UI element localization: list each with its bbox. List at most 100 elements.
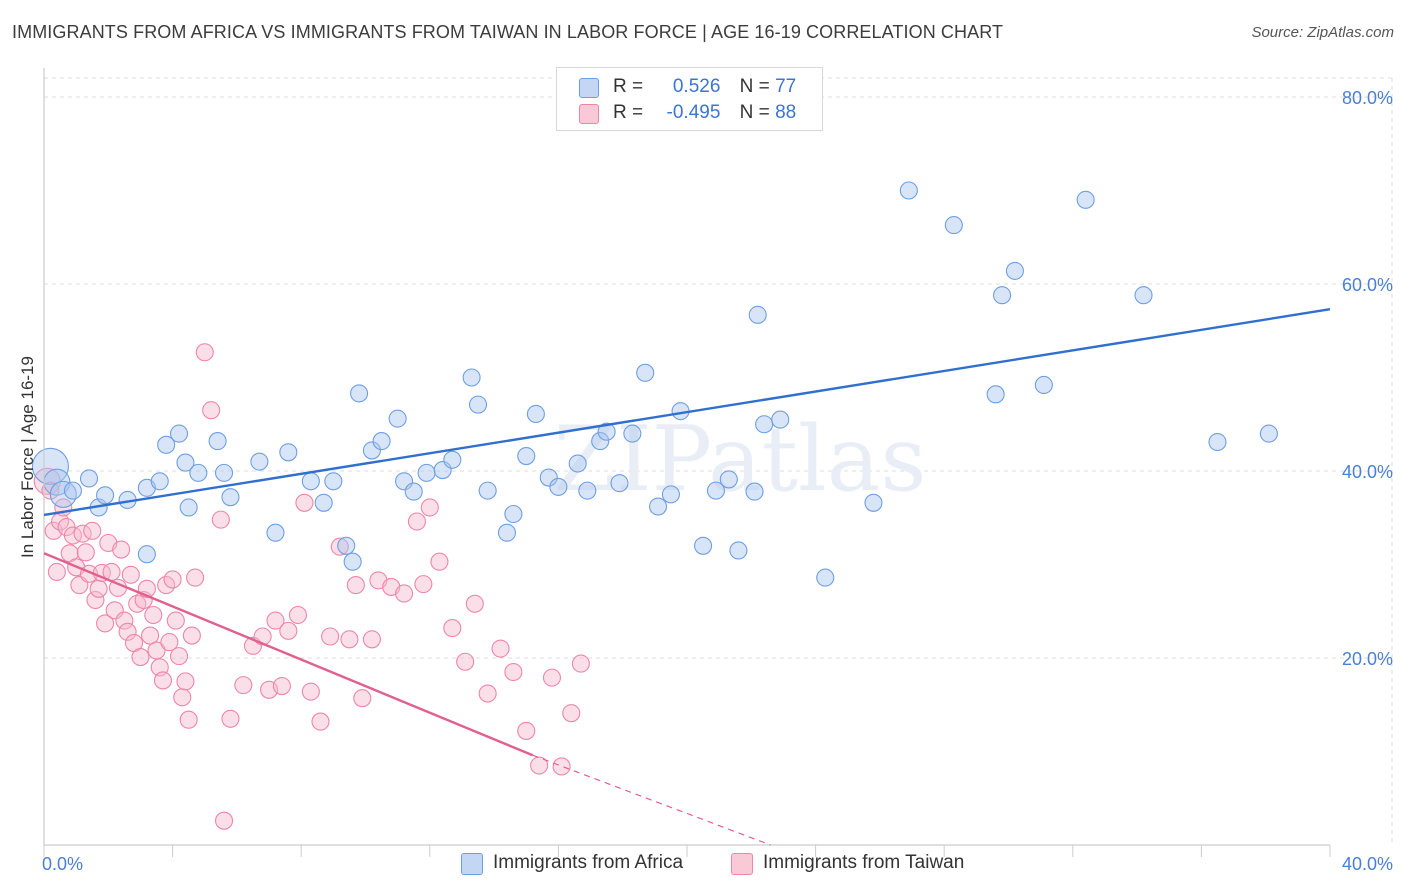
africa-point-25 [337,536,356,555]
africa-point-30 [388,409,407,428]
africa-point-46 [578,481,597,500]
taiwan-point-45 [182,626,201,645]
africa-point-64 [864,493,883,512]
taiwan-point-72 [414,575,433,594]
africa-point-60 [748,305,767,324]
taiwan-point-49 [211,510,230,529]
africa-point-0 [31,447,69,485]
series-taiwan-points [33,343,590,830]
correlation-legend: R = 0.526 N = 77 R = -0.495 N = 88 [556,67,823,131]
legend-swatch-africa [579,78,599,98]
africa-point-36 [462,368,481,387]
series-africa-points [31,181,1278,587]
bottom-legend-label-taiwan: Immigrants from Taiwan [763,852,965,873]
africa-point-56 [706,481,725,500]
trend-line-africa [43,308,1331,517]
taiwan-point-86 [571,654,590,673]
source-credit: Source: ZipAtlas.com [1251,24,1394,41]
axes [43,68,1331,857]
taiwan-point-70 [395,584,414,603]
taiwan-point-62 [321,627,340,646]
taiwan-point-83 [542,668,562,687]
legend-r-value: -0.495 [666,102,721,123]
africa-point-71 [1076,190,1095,209]
africa-point-73 [1208,432,1227,452]
taiwan-point-48 [202,401,221,420]
y-axis-label: In Labor Force | Age 16-19 [18,356,37,558]
taiwan-point-85 [562,704,581,723]
africa-point-3 [63,481,82,500]
taiwan-point-32 [141,626,160,645]
africa-point-16 [208,432,227,451]
africa-point-39 [497,523,517,542]
taiwan-point-50 [221,709,240,728]
africa-point-9 [137,545,156,564]
africa-point-74 [1259,424,1278,443]
africa-point-58 [729,541,748,560]
trend-line-taiwan [43,552,534,757]
africa-point-51 [636,363,655,382]
bottom-legend-label-africa: Immigrants from Africa [493,852,684,873]
africa-point-42 [526,404,545,424]
africa-point-26 [343,552,362,571]
africa-point-69 [1005,261,1024,280]
taiwan-point-38 [160,633,179,652]
africa-point-29 [372,432,391,451]
africa-point-70 [1034,375,1053,395]
taiwan-point-14 [83,521,102,540]
africa-point-6 [96,486,115,505]
africa-point-40 [504,504,523,524]
taiwan-point-79 [491,639,510,658]
taiwan-point-57 [279,621,298,640]
bottom-legend-swatch-taiwan [731,853,753,875]
taiwan-point-3 [47,562,66,582]
legend-r-label: R = [613,102,644,123]
taiwan-point-40 [166,611,185,630]
y-tick-label-1: 40.0% [1342,462,1393,482]
africa-point-27 [350,384,369,403]
taiwan-point-23 [112,540,131,559]
taiwan-point-15 [86,590,105,610]
taiwan-point-44 [179,710,198,729]
africa-point-49 [610,474,629,493]
taiwan-point-78 [478,684,497,703]
taiwan-point-33 [144,605,163,625]
africa-point-41 [517,446,536,466]
taiwan-point-36 [153,671,173,690]
x-tick-label-1: 40.0% [1342,854,1393,874]
bottom-legend-swatch-africa [461,853,483,875]
africa-point-62 [771,410,790,429]
africa-point-19 [250,452,269,471]
legend-r-label: R = [613,76,644,97]
taiwan-point-77 [465,594,484,613]
chart-title: IMMIGRANTS FROM AFRICA VS IMMIGRANTS FRO… [12,22,1004,42]
africa-point-68 [993,286,1012,305]
africa-point-4 [79,469,99,488]
taiwan-point-24 [115,611,134,630]
taiwan-point-12 [76,543,95,562]
africa-point-59 [745,482,764,501]
taiwan-point-60 [301,682,320,701]
africa-point-12 [169,424,189,443]
africa-point-37 [468,395,488,414]
trend-lines [43,308,1331,846]
taiwan-point-66 [353,689,372,708]
taiwan-point-81 [517,721,536,740]
y-tick-label-0: 20.0% [1342,649,1393,669]
africa-point-43 [539,468,558,487]
tick-labels: 20.0% 40.0% 60.0% 80.0% 0.0% 40.0% [42,88,1393,874]
africa-point-45 [568,454,587,473]
africa-point-63 [816,568,835,587]
y-tick-label-3: 80.0% [1342,88,1393,108]
taiwan-point-56 [272,676,291,696]
taiwan-point-47 [195,343,214,362]
africa-point-11 [157,435,176,454]
africa-point-20 [266,523,285,542]
taiwan-point-25 [118,622,137,641]
africa-point-48 [597,422,616,441]
taiwan-point-39 [163,570,182,589]
africa-point-17 [214,463,234,482]
taiwan-point-26 [121,565,140,584]
africa-point-21 [279,443,298,462]
